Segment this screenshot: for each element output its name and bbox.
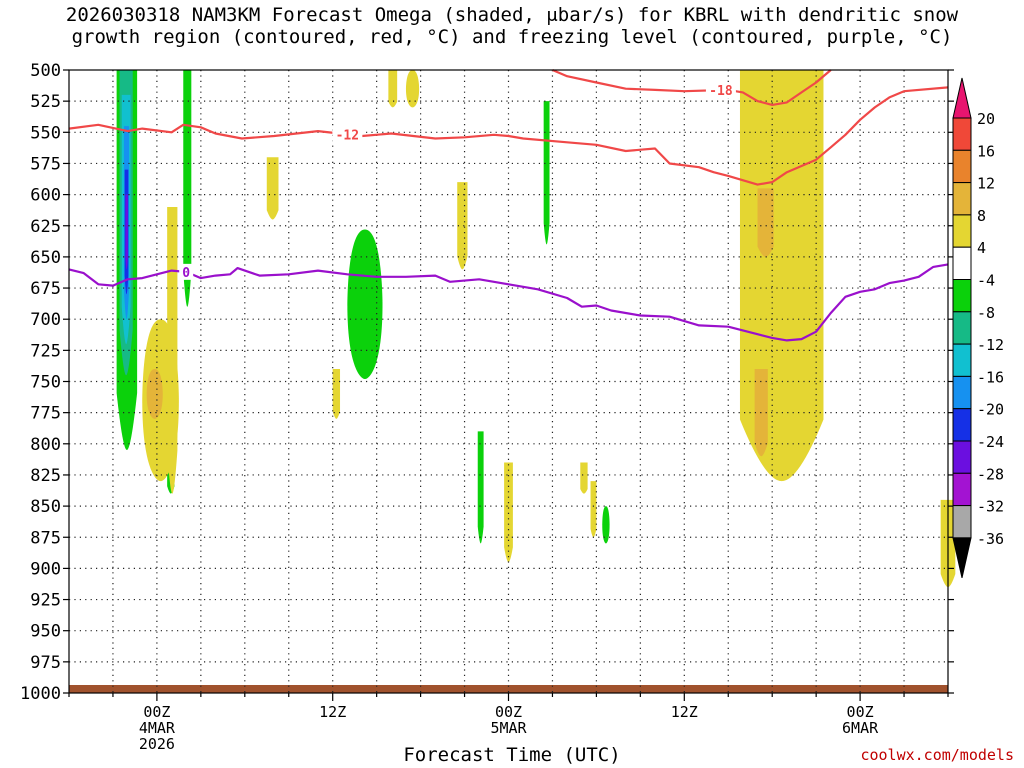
- colorbar-segment-5: [952, 246, 972, 280]
- y-tick-label-525: 525: [30, 92, 61, 112]
- omega-region-15: [405, 70, 420, 108]
- colorbar-segment-9: [952, 375, 972, 410]
- y-tick-label-925: 925: [30, 591, 61, 611]
- y-tick-label-575: 575: [30, 154, 61, 174]
- omega-region-23: [504, 462, 513, 563]
- colorbar-bottom-arrow: [952, 537, 972, 579]
- x-tick-label-54-1: 6MAR: [842, 719, 879, 737]
- y-tick-label-1000: 1000: [20, 684, 61, 704]
- y-tick-label-850: 850: [30, 497, 61, 517]
- omega-region-22: [332, 369, 341, 419]
- y-tick-label-975: 975: [30, 653, 61, 673]
- colorbar-label-11: -28: [977, 465, 1004, 483]
- y-tick-label-600: 600: [30, 186, 61, 206]
- contour-label-bg-1: [705, 82, 736, 99]
- omega-region-5: [125, 194, 128, 270]
- x-tick-label-42-0: 12Z: [671, 703, 698, 721]
- omega-region-20: [266, 157, 279, 220]
- omega-region-7: [347, 229, 383, 380]
- colorbar-label-6: -8: [977, 304, 995, 322]
- contour-2: [68, 263, 949, 342]
- colorbar-segment-8: [952, 343, 972, 377]
- colorbar-label-1: 16: [977, 142, 995, 160]
- colorbar-label-4: 4: [977, 239, 986, 257]
- colorbar-segment-1: [952, 117, 972, 151]
- y-tick-label-950: 950: [30, 622, 61, 642]
- colorbar-label-0: 20: [977, 110, 995, 128]
- x-axis-label: Forecast Time (UTC): [403, 744, 621, 766]
- colorbar-segment-4: [952, 214, 972, 248]
- contour-0: [68, 86, 949, 186]
- colorbar-segment-10: [952, 408, 972, 442]
- colorbar-segment-7: [952, 311, 972, 345]
- colorbar-label-8: -16: [977, 368, 1004, 386]
- contour-label-1: -18: [709, 84, 733, 99]
- contour-label-bg-2: [179, 263, 194, 280]
- y-tick-label-625: 625: [30, 217, 61, 237]
- colorbar-segment-3: [952, 182, 972, 216]
- chart-title-line-1: 2026030318 NAM3KM Forecast Omega (shaded…: [65, 4, 959, 26]
- x-tick-label-6-0: 00Z: [143, 703, 170, 721]
- omega-region-14: [146, 369, 163, 419]
- colorbar-segment-11: [952, 440, 972, 474]
- x-tick-label-6-1: 4MAR: [139, 719, 176, 737]
- omega-region-24: [580, 462, 588, 494]
- omega-region-8: [477, 431, 484, 544]
- colorbar-segment-2: [952, 149, 972, 184]
- omega-region-16: [739, 70, 824, 482]
- y-tick-label-700: 700: [30, 310, 61, 330]
- credit-text: coolwx.com/models: [860, 746, 1014, 764]
- colorbar-segment-12: [952, 472, 972, 507]
- y-tick-label-675: 675: [30, 279, 61, 299]
- colorbar-label-5: -4: [977, 272, 995, 290]
- colorbar-label-2: 12: [977, 175, 995, 193]
- x-tick-label-18-0: 12Z: [319, 703, 346, 721]
- omega-region-26: [388, 70, 398, 108]
- contour-label-bg-0: [332, 126, 363, 143]
- chart-title-line-2: growth region (contoured, red, °C) and f…: [71, 26, 953, 48]
- y-tick-label-750: 750: [30, 373, 61, 393]
- omega-region-25: [590, 481, 597, 538]
- colorbar-segment-6: [952, 279, 972, 313]
- x-tick-label-6-2: 2026: [139, 735, 175, 753]
- colorbar-label-12: -32: [977, 498, 1004, 516]
- colorbar-top-arrow: [952, 77, 972, 119]
- y-tick-label-875: 875: [30, 528, 61, 548]
- x-tick-label-30-0: 00Z: [495, 703, 522, 721]
- omega-region-10: [602, 506, 610, 544]
- omega-region-9: [543, 101, 550, 245]
- colorbar-segment-13: [952, 505, 972, 539]
- colorbar-label-9: -20: [977, 401, 1004, 419]
- y-tick-label-550: 550: [30, 123, 61, 143]
- colorbar-label-10: -24: [977, 433, 1004, 451]
- contour-label-0: -12: [336, 128, 359, 143]
- colorbar-label-13: -36: [977, 530, 1004, 548]
- omega-region-21: [457, 182, 468, 270]
- contour-label-2: 0: [182, 266, 190, 281]
- y-tick-label-650: 650: [30, 248, 61, 268]
- y-tick-label-800: 800: [30, 435, 61, 455]
- y-tick-label-725: 725: [30, 341, 61, 361]
- x-tick-label-54-0: 00Z: [847, 703, 874, 721]
- y-tick-label-500: 500: [30, 61, 61, 81]
- omega-region-17: [757, 188, 774, 257]
- y-tick-label-900: 900: [30, 559, 61, 579]
- y-tick-label-775: 775: [30, 404, 61, 424]
- colorbar-label-3: 8: [977, 207, 986, 225]
- ground-strip: [69, 685, 948, 693]
- colorbar-label-7: -12: [977, 336, 1004, 354]
- omega-region-6: [183, 70, 192, 307]
- y-tick-label-825: 825: [30, 466, 61, 486]
- x-tick-label-30-1: 5MAR: [490, 719, 527, 737]
